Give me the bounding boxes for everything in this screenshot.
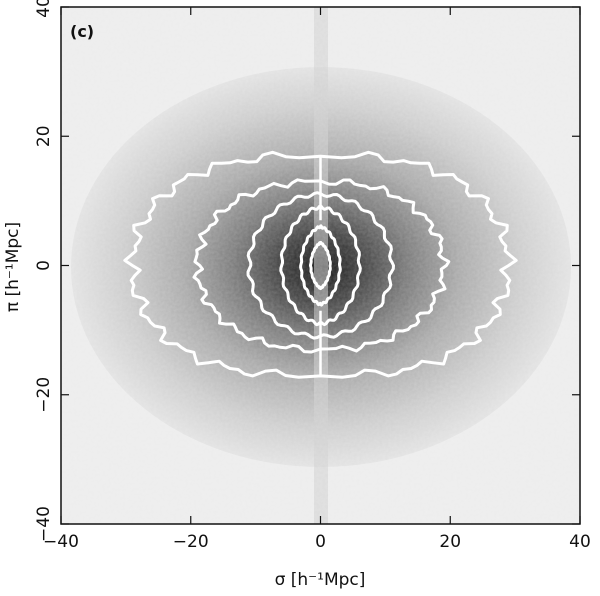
x-tick-label: 40 xyxy=(569,532,591,552)
y-tick-label: 0 xyxy=(34,260,54,271)
x-tick-label: 0 xyxy=(315,532,326,552)
y-tick-label: −40 xyxy=(34,506,54,542)
panel-label: (c) xyxy=(70,22,94,41)
contour-level-5 xyxy=(299,224,342,307)
contour-level-3 xyxy=(246,191,395,340)
x-axis-title: σ [h⁻¹Mpc] xyxy=(275,570,366,590)
axis-ticks xyxy=(60,6,581,525)
contour-level-6 xyxy=(309,240,332,291)
contour-level-1 xyxy=(123,150,518,379)
noise-overlay xyxy=(61,7,580,524)
x-tick-label: −20 xyxy=(173,532,209,552)
y-tick-label: 40 xyxy=(34,0,54,18)
plot-area xyxy=(61,7,580,524)
y-tick-label: 20 xyxy=(34,125,54,147)
contour-lines xyxy=(123,150,518,379)
contour-level-2 xyxy=(192,178,451,354)
x-tick-label: 20 xyxy=(439,532,461,552)
y-tick-label: −20 xyxy=(34,377,54,413)
y-axis-title: π [h⁻¹Mpc] xyxy=(3,222,23,312)
contour-level-4 xyxy=(279,204,362,327)
x-tick-label: −40 xyxy=(43,532,79,552)
axis-tick-labels: −40 −20 0 20 40 −40 −20 0 20 40 xyxy=(34,0,591,552)
